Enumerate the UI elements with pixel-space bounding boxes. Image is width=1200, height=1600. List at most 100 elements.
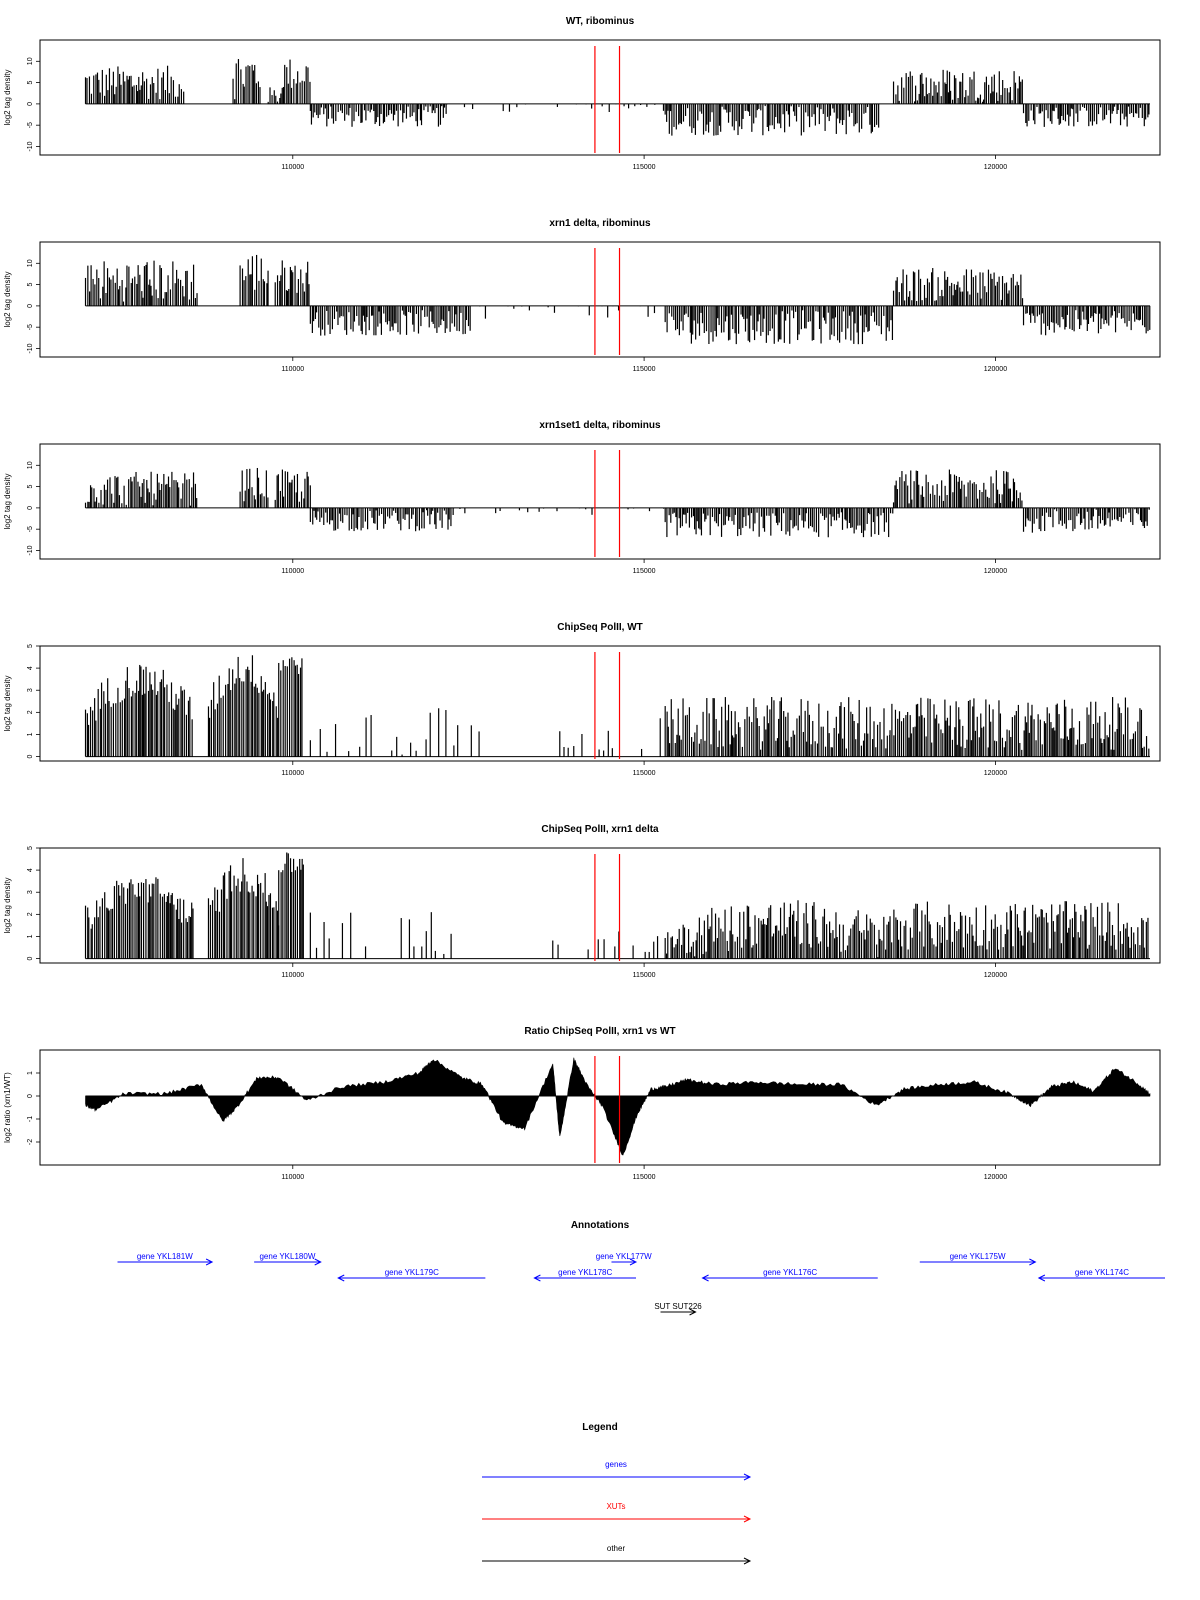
annotation-label: gene YKL176C bbox=[763, 1268, 817, 1277]
x-tick-label: 110000 bbox=[281, 164, 304, 171]
chart-title: WT, ribominus bbox=[566, 16, 635, 27]
y-tick-label: -5 bbox=[27, 526, 34, 532]
bar-series bbox=[84, 655, 1150, 757]
y-tick-label: 2 bbox=[27, 710, 34, 714]
arrow-head-icon bbox=[743, 1515, 752, 1523]
x-tick-label: 120000 bbox=[984, 568, 1007, 575]
y-tick-label: -2 bbox=[27, 1139, 34, 1145]
arrow-head-icon bbox=[629, 1258, 638, 1266]
y-axis-label: log2 tag density bbox=[3, 271, 12, 327]
x-tick-label: 115000 bbox=[633, 770, 656, 777]
y-tick-label: 5 bbox=[27, 644, 34, 648]
arrow-head-icon bbox=[1029, 1258, 1037, 1266]
y-axis-label: log2 ratio (xrn1/WT) bbox=[3, 1072, 12, 1143]
y-tick-label: 5 bbox=[27, 283, 34, 287]
chart-panel-6: Ratio ChipSeq PolII, xrn1 vs WT -2 -1 0 1 log… bbox=[3, 1026, 1161, 1181]
y-axis-label: log2 tag density bbox=[3, 69, 12, 125]
annotation-arrow: SUT SUT226 bbox=[654, 1302, 702, 1316]
chart-title: ChipSeq PolII, WT bbox=[557, 622, 643, 633]
plot-frame bbox=[39, 645, 1161, 762]
ratio-area-series bbox=[85, 1057, 1151, 1156]
annotation-label: gene YKL174C bbox=[1075, 1268, 1129, 1277]
annotation-arrow: gene YKL179C bbox=[337, 1268, 486, 1282]
y-tick-label: 1 bbox=[27, 934, 34, 938]
y-tick-label: 10 bbox=[27, 57, 34, 65]
y-tick-label: 3 bbox=[27, 890, 34, 894]
x-tick-label: 110000 bbox=[281, 568, 304, 575]
y-tick-label: 0 bbox=[27, 102, 34, 106]
chart-title: xrn1set1 delta, ribominus bbox=[539, 420, 661, 431]
y-tick-label: 5 bbox=[27, 846, 34, 850]
annotation-label: gene YKL175W bbox=[950, 1252, 1006, 1261]
y-tick-label: 0 bbox=[27, 755, 34, 759]
x-tick-label: 115000 bbox=[633, 1174, 656, 1181]
arrow-head-icon bbox=[743, 1473, 752, 1481]
annotation-label: gene YKL178C bbox=[558, 1268, 612, 1277]
bar-series bbox=[84, 467, 1150, 538]
y-tick-label: 1 bbox=[27, 1071, 34, 1075]
legend-label: other bbox=[607, 1544, 626, 1553]
chart-title: xrn1 delta, ribominus bbox=[549, 218, 651, 229]
y-tick-label: -10 bbox=[27, 545, 34, 555]
arrow-head-icon bbox=[205, 1258, 214, 1266]
arrow-head-icon bbox=[337, 1274, 345, 1282]
y-axis-label: log2 tag density bbox=[3, 473, 12, 529]
chart-panel-4: ChipSeq PolII, WT 0 1 2 3 4 5 log2 tag density 1… bbox=[3, 622, 1161, 777]
annotation-arrow: gene YKL180W bbox=[254, 1252, 322, 1266]
annotation-arrow: gene YKL178C bbox=[533, 1268, 637, 1282]
arrow-head-icon bbox=[533, 1274, 541, 1282]
plot-frame bbox=[39, 1049, 1161, 1166]
plot-frame bbox=[39, 443, 1161, 560]
annotations-title: Annotations bbox=[571, 1220, 630, 1231]
chart-panel-2: xrn1 delta, ribominus -10 -5 0 5 10 log2 tag d… bbox=[3, 218, 1161, 373]
legend-title: Legend bbox=[582, 1422, 618, 1433]
arrow-head-icon bbox=[689, 1308, 697, 1316]
y-tick-label: 0 bbox=[27, 957, 34, 961]
y-tick-label: -5 bbox=[27, 324, 34, 330]
y-tick-label: 0 bbox=[27, 1094, 34, 1098]
x-tick-label: 115000 bbox=[633, 568, 656, 575]
x-tick-label: 120000 bbox=[984, 366, 1007, 373]
x-tick-label: 120000 bbox=[984, 972, 1007, 979]
x-tick-label: 120000 bbox=[984, 1174, 1007, 1181]
chart-title: ChipSeq PolII, xrn1 delta bbox=[541, 824, 659, 835]
plot-frame bbox=[39, 847, 1161, 964]
arrow-head-icon bbox=[1037, 1274, 1046, 1282]
annotation-label: gene YKL181W bbox=[137, 1252, 193, 1261]
chart-panel-3: xrn1set1 delta, ribominus -10 -5 0 5 10 log2 t… bbox=[3, 420, 1161, 575]
y-tick-label: 5 bbox=[27, 81, 34, 85]
y-tick-label: -10 bbox=[27, 343, 34, 353]
legend-item: XUTs bbox=[482, 1502, 752, 1523]
x-tick-label: 115000 bbox=[633, 972, 656, 979]
arrow-head-icon bbox=[701, 1274, 709, 1282]
x-tick-label: 115000 bbox=[633, 164, 656, 171]
chart-panel-1: WT, ribominus -10 -5 0 5 10 log2 tag density 11… bbox=[3, 16, 1161, 171]
annotation-arrow: gene YKL174C bbox=[1037, 1268, 1165, 1282]
x-tick-label: 120000 bbox=[984, 770, 1007, 777]
arrow-head-icon bbox=[743, 1557, 752, 1565]
y-tick-label: 3 bbox=[27, 688, 34, 692]
legend-item: other bbox=[482, 1544, 752, 1565]
bar-series bbox=[84, 852, 1149, 959]
legend-label: genes bbox=[605, 1460, 627, 1469]
annotation-arrow: gene YKL175W bbox=[919, 1252, 1037, 1266]
y-tick-label: -5 bbox=[27, 122, 34, 128]
annotation-arrow: gene YKL176C bbox=[701, 1268, 878, 1282]
arrow-head-icon bbox=[314, 1258, 322, 1266]
y-tick-label: 2 bbox=[27, 912, 34, 916]
x-tick-label: 110000 bbox=[281, 366, 304, 373]
y-tick-label: -1 bbox=[27, 1116, 34, 1122]
annotation-label: SUT SUT226 bbox=[654, 1302, 702, 1311]
bar-series bbox=[84, 59, 1150, 136]
y-axis-label: log2 tag density bbox=[3, 877, 12, 933]
y-tick-label: 0 bbox=[27, 506, 34, 510]
annotations-track: Annotations gene YKL181W gene YKL180W gene … bbox=[117, 1220, 1165, 1316]
y-tick-label: 1 bbox=[27, 732, 34, 736]
y-tick-label: 10 bbox=[27, 259, 34, 267]
annotation-arrow: gene YKL177W bbox=[596, 1252, 652, 1266]
x-tick-label: 110000 bbox=[281, 1174, 304, 1181]
x-tick-label: 110000 bbox=[281, 972, 304, 979]
x-tick-label: 120000 bbox=[984, 164, 1007, 171]
annotation-arrow: gene YKL181W bbox=[117, 1252, 214, 1266]
